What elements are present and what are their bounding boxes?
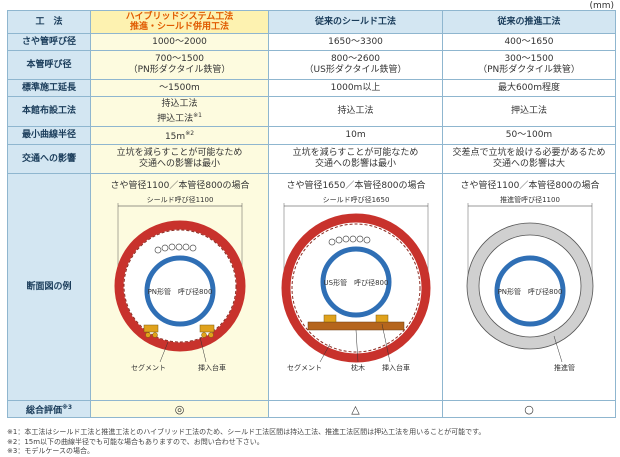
row-sheath: さや管呼び径 1000〜2000 1650〜3300 400〜1650	[7, 33, 616, 51]
comparison-table: 工 法 ハイブリッドシステム工法 推進・シールド併用工法 従来のシールド工法 従来…	[7, 10, 616, 418]
main-pipe-label: PN形管 呼び径800	[497, 287, 562, 296]
cell-hybrid: 持込工法 押込工法※1	[90, 96, 269, 127]
cell-push: 最大600m程度	[442, 79, 616, 97]
header-row: 工 法 ハイブリッドシステム工法 推進・シールド併用工法 従来のシールド工法 従来…	[7, 10, 616, 34]
row-label: 断面図の例	[7, 173, 91, 401]
callout-segment: セグメント	[287, 363, 322, 372]
main-pipe-label: PN形管 呼び径800	[147, 287, 212, 296]
dimension-label: 推進管呼び径1100	[500, 195, 560, 204]
cell-shield: 立坑を減らすことが可能なため 交通への影響は最小	[268, 144, 443, 174]
cell-push: 押込工法	[442, 96, 616, 127]
row-label: 本館布設工法	[7, 96, 91, 127]
cell-push: ○	[442, 400, 616, 418]
footnotes: ※1：本工法はシールド工法と推進工法とのハイブリッド工法のため、シールド工法区間…	[7, 428, 485, 457]
cell-shield: △	[268, 400, 443, 418]
cell-hybrid: 700〜1500 （PN形ダクタイル鉄管）	[90, 50, 269, 80]
row-label: 交通への影響	[7, 144, 91, 174]
cell-hybrid: 1000〜2000	[90, 33, 269, 51]
cell-hybrid-diagram: さや管径1100／本管径800の場合 シールド呼び径1100 PN形管 呼び径8…	[90, 173, 269, 401]
callout-cart: 挿入台車	[198, 363, 226, 372]
footnote: ※1：本工法はシールド工法と推進工法とのハイブリッド工法のため、シールド工法区間…	[7, 428, 486, 436]
cell-hybrid: 15m※2	[90, 126, 269, 145]
cable-bundle	[328, 235, 370, 246]
dimension-label: シールド呼び径1100	[146, 195, 213, 204]
cell-push: 交差点で立坑を設ける必要があるため 交通への影響は大	[442, 144, 616, 174]
shield-section-diagram: さや管径1650／本管径800の場合 シールド呼び径1650 US形管 呼び径8…	[281, 179, 430, 372]
cell-push: 50〜100m	[442, 126, 616, 145]
cell-shield-diagram: さや管径1650／本管径800の場合 シールド呼び径1650 US形管 呼び径8…	[268, 173, 443, 401]
cell-push-diagram: さや管径1100／本管径800の場合 推進管呼び径1100 PN形管 呼び径80…	[442, 173, 616, 401]
row-label: さや管呼び径	[7, 33, 91, 51]
cell-shield: 1650〜3300	[268, 33, 443, 51]
row-radius: 最小曲線半径 15m※2 10m 50〜100m	[7, 126, 616, 145]
header-label: 工 法	[7, 10, 91, 34]
header-hybrid: ハイブリッドシステム工法 推進・シールド併用工法	[90, 10, 269, 34]
cell-shield: 持込工法	[268, 96, 443, 127]
row-section: 断面図の例 さや管径1100／本管径800の場合 シールド呼び径1100 PN形…	[7, 173, 616, 401]
row-label: 最小曲線半径	[7, 126, 91, 145]
callout-segment: セグメント	[131, 363, 166, 372]
main-pipe	[144, 255, 215, 327]
row-install: 本館布設工法 持込工法 押込工法※1 持込工法 押込工法	[7, 96, 616, 127]
insert-cart	[143, 324, 214, 338]
row-main-pipe: 本管呼び径 700〜1500 （PN形ダクタイル鉄管） 800〜2600 （US形ダ…	[7, 50, 616, 80]
dimension-label: シールド呼び径1650	[322, 195, 389, 204]
row-label: 標準施工延長	[7, 79, 91, 97]
cell-push: 300〜1500 （PN形ダクタイル鉄管）	[442, 50, 616, 80]
cell-shield: 800〜2600 （US形ダクタイル鉄管）	[268, 50, 443, 80]
main-pipe	[320, 246, 391, 318]
segment-joint-line	[291, 223, 420, 353]
insert-cart	[323, 314, 388, 323]
diagram-title: さや管径1100／本管径800の場合	[460, 179, 599, 191]
cell-hybrid: 立坑を減らすことが可能なため 交通への影響は最小	[90, 144, 269, 174]
footnote: ※3：モデルケースの場合。	[7, 447, 94, 455]
row-label: 総合評価※3	[7, 400, 91, 418]
main-pipe	[494, 255, 565, 327]
row-traffic: 交通への影響 立坑を減らすことが可能なため 交通への影響は最小 立坑を減らすことが…	[7, 144, 616, 174]
header-shield: 従来のシールド工法	[268, 10, 443, 34]
hybrid-section-diagram: さや管径1100／本管径800の場合 シールド呼び径1100 PN形管 呼び径8…	[110, 179, 249, 372]
sleeper	[307, 321, 404, 331]
cell-shield: 10m	[268, 126, 443, 145]
callout-cart: 挿入台車	[382, 363, 410, 372]
cell-shield: 1000m以上	[268, 79, 443, 97]
footnote: ※2：15m以下の曲線半径でも可能な場合もありますので、お問い合わせ下さい。	[7, 437, 264, 446]
cell-push: 400〜1650	[442, 33, 616, 51]
cell-hybrid: 〜1500m	[90, 79, 269, 97]
unit-label: (mm)	[589, 1, 614, 11]
callout-sleeper: 枕木	[351, 363, 365, 372]
diagram-title: さや管径1100／本管径800の場合	[110, 179, 249, 191]
cable-bundle	[154, 243, 196, 254]
row-eval: 総合評価※3 ◎ △ ○	[7, 400, 616, 418]
main-pipe-label: US形管 呼び径800	[323, 278, 388, 287]
push-section-diagram: さや管径1100／本管径800の場合 推進管呼び径1100 PN形管 呼び径80…	[460, 179, 599, 372]
row-distance: 標準施工延長 〜1500m 1000m以上 最大600m程度	[7, 79, 616, 97]
diagram-title: さや管径1650／本管径800の場合	[286, 179, 425, 191]
callout-push-pipe: 推進管	[554, 363, 575, 372]
header-push: 従来の推進工法	[442, 10, 616, 34]
segment-joint-line	[123, 229, 236, 343]
row-label: 本管呼び径	[7, 50, 91, 80]
cell-hybrid: ◎	[90, 400, 269, 418]
